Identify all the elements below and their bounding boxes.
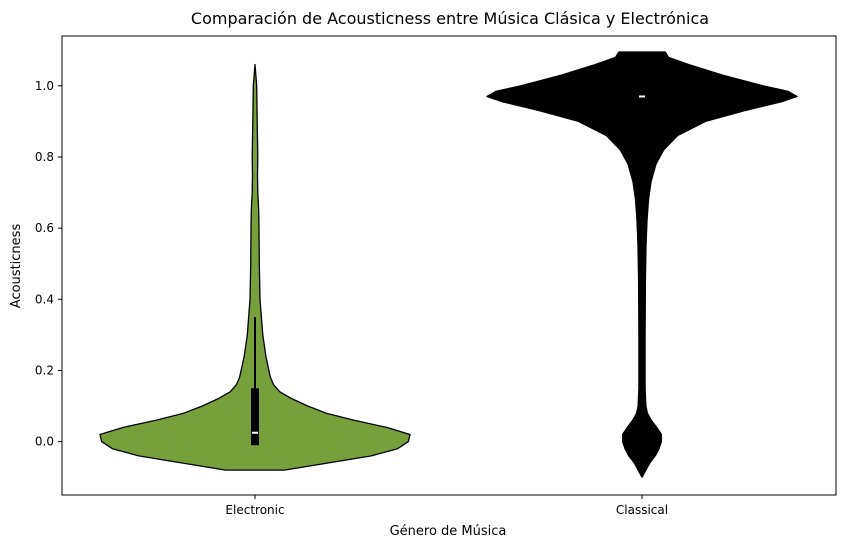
x-axis: Electronic Classical	[225, 495, 668, 517]
chart-title: Comparación de Acousticness entre Música…	[191, 9, 709, 28]
y-tick-label: 0.0	[35, 435, 54, 449]
violin-electronic	[99, 63, 411, 471]
y-tick-label: 1.0	[35, 79, 54, 93]
y-tick-label: 0.4	[35, 292, 54, 306]
y-tick-label: 0.2	[35, 363, 54, 377]
x-tick-label: Electronic	[225, 503, 284, 517]
x-tick-label: Classical	[616, 503, 668, 517]
y-tick-label: 0.8	[35, 150, 54, 164]
plot-area	[61, 35, 837, 496]
y-axis: 0.0 0.2 0.4 0.6 0.8 1.0	[35, 79, 62, 449]
y-tick-label: 0.6	[35, 221, 54, 235]
plot-frame	[61, 35, 837, 496]
y-axis-label: Acousticness	[9, 224, 24, 309]
iqr-box-electronic	[251, 388, 259, 446]
x-axis-label: Género de Música	[390, 524, 507, 539]
violin-classical	[486, 51, 798, 478]
